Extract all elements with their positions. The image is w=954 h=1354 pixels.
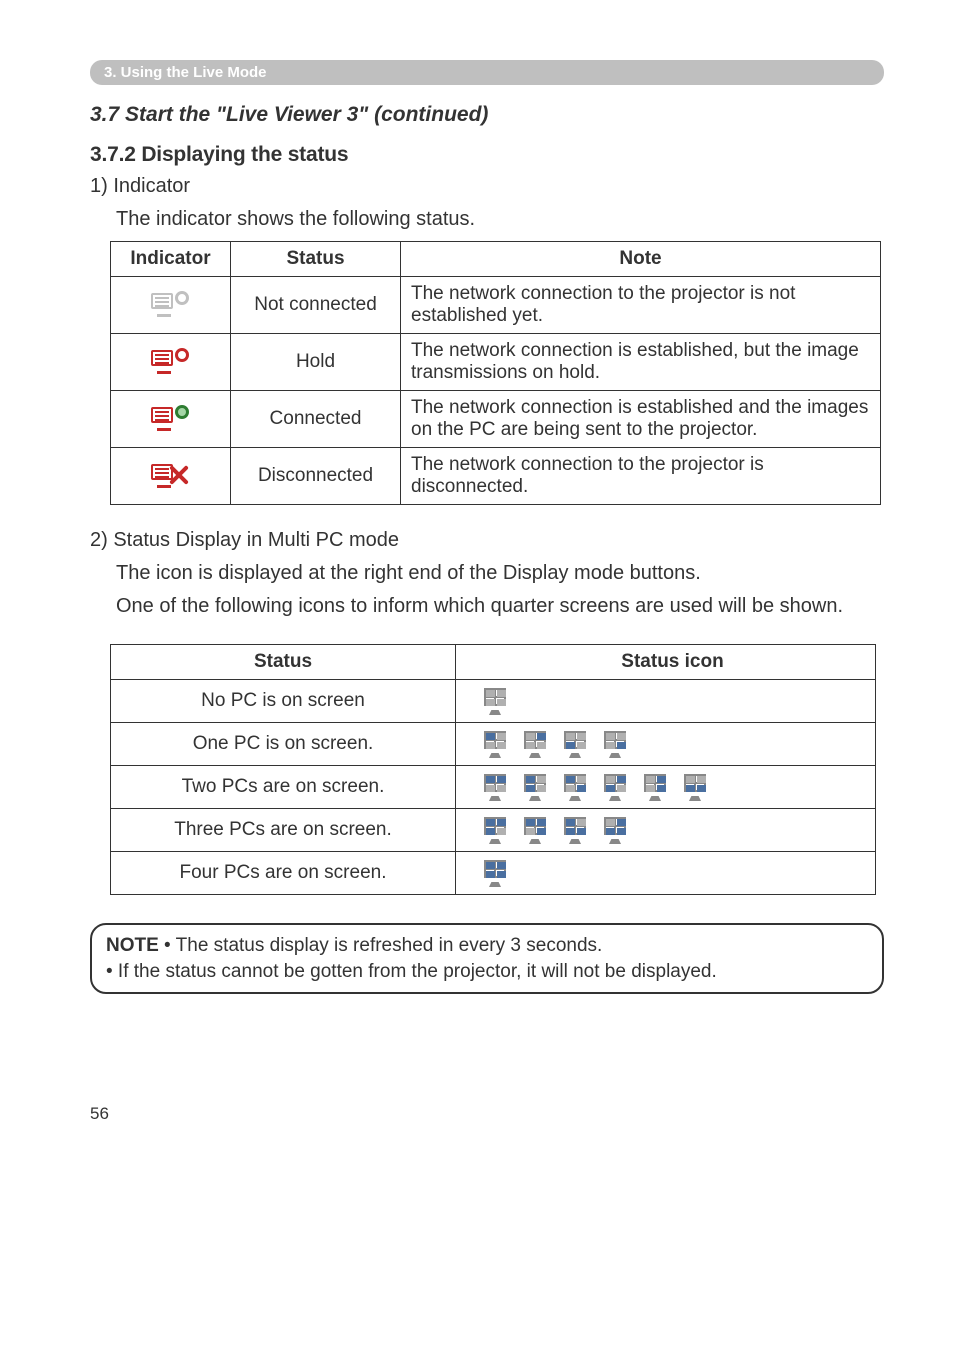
quad-icon [560, 815, 590, 845]
table-row: Three PCs are on screen. [111, 809, 876, 852]
subtitle: 3.7 Start the "Live Viewer 3" (continued… [90, 103, 884, 127]
note-label: NOTE [106, 935, 159, 956]
quad-icon [480, 815, 510, 845]
status-cell: Hold [231, 334, 401, 391]
quad-icon [640, 772, 670, 802]
th-status: Status [231, 242, 401, 277]
note-cell: The network connection to the projector … [401, 448, 881, 505]
multi-intro-3: One of the following icons to inform whi… [116, 593, 884, 620]
status-icon-cell [456, 809, 876, 852]
quad-icon [480, 772, 510, 802]
th-status2: Status [111, 645, 456, 680]
subsection-heading: 3.7.2 Displaying the status [90, 143, 884, 167]
multi-intro-1: 2) Status Display in Multi PC mode [90, 527, 884, 554]
quad-icon [600, 772, 630, 802]
quad-icon [520, 815, 550, 845]
table-row: One PC is on screen. [111, 723, 876, 766]
multi-intro-2: The icon is displayed at the right end o… [116, 560, 884, 587]
indicator-intro-1: 1) Indicator [90, 173, 884, 200]
note-line-1: • The status display is refreshed in eve… [159, 935, 603, 956]
status-cell: Connected [231, 391, 401, 448]
status-icon-cell [456, 680, 876, 723]
table-row: No PC is on screen [111, 680, 876, 723]
table-row: Two PCs are on screen. [111, 766, 876, 809]
quad-icon [600, 729, 630, 759]
status2-cell: No PC is on screen [111, 680, 456, 723]
indicator-table: Indicator Status Note Not connected The … [110, 241, 881, 505]
th-indicator: Indicator [111, 242, 231, 277]
page-number: 56 [90, 1104, 884, 1124]
quad-icon [600, 815, 630, 845]
th-icon2: Status icon [456, 645, 876, 680]
status2-cell: One PC is on screen. [111, 723, 456, 766]
quad-icon [520, 772, 550, 802]
quad-icon [680, 772, 710, 802]
status2-cell: Three PCs are on screen. [111, 809, 456, 852]
note-cell: The network connection is established an… [401, 391, 881, 448]
indicator-hold-icon [151, 348, 191, 376]
status-icon-cell [456, 852, 876, 895]
quad-icon [560, 772, 590, 802]
note-cell: The network connection is established, b… [401, 334, 881, 391]
table-row: Not connected The network connection to … [111, 277, 881, 334]
section-bar: 3. Using the Live Mode [90, 60, 884, 85]
status-cell: Disconnected [231, 448, 401, 505]
indicator-disconnected-icon [151, 462, 191, 490]
status-cell: Not connected [231, 277, 401, 334]
status2-cell: Four PCs are on screen. [111, 852, 456, 895]
quad-icon [480, 686, 510, 716]
indicator-connected-icon [151, 405, 191, 433]
status-icon-cell [456, 766, 876, 809]
indicator-intro-2: The indicator shows the following status… [116, 206, 884, 233]
quad-icon [480, 858, 510, 888]
table-row: Connected The network connection is esta… [111, 391, 881, 448]
indicator-not-connected-icon [151, 291, 191, 319]
note-box: NOTE • The status display is refreshed i… [90, 923, 884, 994]
status-icon-table: Status Status icon No PC is on screenOne… [110, 644, 876, 895]
table-row: Disconnected The network connection to t… [111, 448, 881, 505]
quad-icon [520, 729, 550, 759]
note-cell: The network connection to the projector … [401, 277, 881, 334]
th-note: Note [401, 242, 881, 277]
status2-cell: Two PCs are on screen. [111, 766, 456, 809]
note-line-2: • If the status cannot be gotten from th… [106, 961, 717, 982]
status-icon-cell [456, 723, 876, 766]
quad-icon [560, 729, 590, 759]
quad-icon [480, 729, 510, 759]
table-row: Four PCs are on screen. [111, 852, 876, 895]
table-row: Hold The network connection is establish… [111, 334, 881, 391]
